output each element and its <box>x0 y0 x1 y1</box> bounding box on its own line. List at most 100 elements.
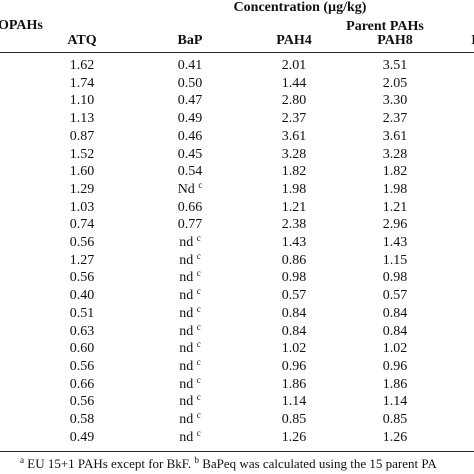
table-cell: 1.52 <box>69 146 95 162</box>
cell-text: nd <box>179 412 194 427</box>
cell-footnote-mark: c <box>196 286 201 297</box>
table-cell: 0.84 <box>382 305 408 321</box>
table-cell: nd c <box>150 304 230 322</box>
footnote-mark: b <box>194 455 199 465</box>
table-cell: 1.27 <box>69 252 95 268</box>
table-cell: 3.28 <box>382 146 408 162</box>
table-cell: 0.56 <box>69 394 95 410</box>
table-cell: 2.96 <box>382 217 408 233</box>
cell-footnote-mark: c <box>196 268 201 279</box>
header-rule <box>0 52 474 53</box>
table-cell: 2.80 <box>281 93 307 109</box>
table-cell: nd c <box>150 411 230 428</box>
column-header: BaP <box>177 33 203 48</box>
cell-footnote-mark: c <box>196 356 201 367</box>
cell-text: nd <box>179 358 194 374</box>
group-left: OPAHs <box>0 18 43 33</box>
table-cell: 0.56 <box>69 270 95 286</box>
table-cell: 1.02 <box>281 341 307 357</box>
cell-text: nd <box>179 305 194 321</box>
table-cell: 0.41 <box>177 58 203 73</box>
table-cell: 0.84 <box>281 305 307 321</box>
table-cell: nd c <box>150 339 230 357</box>
table-cell: 0.98 <box>281 270 307 286</box>
cell-footnote-mark: c <box>196 321 201 332</box>
table-cell: 1.14 <box>382 394 408 410</box>
table-cell: nd c <box>150 268 230 286</box>
table-cell: 2.05 <box>382 75 408 91</box>
table-cell: 0.87 <box>69 128 95 144</box>
table-cell: 0.51 <box>69 305 95 321</box>
table-cell: 1.03 <box>69 199 95 215</box>
table-cell: 1.74 <box>69 75 95 91</box>
group-right: Parent PAHs <box>346 19 424 34</box>
table-cell: 0.54 <box>177 164 203 180</box>
table-cell: Nd c <box>150 179 230 198</box>
table-cell: 1.10 <box>69 93 95 109</box>
cell-text: nd <box>179 341 194 357</box>
table-cell: 0.58 <box>69 412 95 427</box>
cell-footnote-mark: c <box>196 233 201 243</box>
cell-footnote-mark: c <box>198 179 203 190</box>
table-cell: 1.98 <box>281 181 307 197</box>
column-header: B <box>436 33 474 49</box>
table-cell: 0.86 <box>281 252 307 268</box>
table-cell: 1.13 <box>69 111 95 127</box>
table-cell: 1.26 <box>281 429 307 445</box>
cell-footnote-mark: c <box>196 339 201 350</box>
table-cell: nd c <box>150 286 230 304</box>
cell-text: Nd <box>177 181 195 197</box>
cell-text: nd <box>179 429 194 445</box>
footer-rule <box>0 451 474 452</box>
table-cell: 1.60 <box>69 164 95 180</box>
table-cell: 0.74 <box>69 217 95 233</box>
table-cell: 2.37 <box>281 111 307 127</box>
table-cell: 1.62 <box>69 58 95 73</box>
table-cell: 1.86 <box>281 376 307 392</box>
cell-text: nd <box>179 323 194 339</box>
table-cell: 1.82 <box>382 164 408 180</box>
table-cell: 1.82 <box>281 164 307 180</box>
cell-text: nd <box>179 270 194 286</box>
table-cell: 2.01 <box>281 58 307 73</box>
table-cell: 1.29 <box>69 181 95 197</box>
table-cell: nd c <box>150 321 230 340</box>
table-cell: 0.56 <box>69 358 95 374</box>
table-cell: 0.46 <box>177 128 203 144</box>
table-cell: 3.61 <box>281 128 307 144</box>
table-cell: 0.84 <box>281 323 307 339</box>
table-cell: 0.96 <box>382 358 408 374</box>
table-cell: nd c <box>150 356 230 375</box>
table-cell: 2.37 <box>382 111 408 127</box>
table-cell: 0.56 <box>69 235 95 250</box>
table-cell: 3.28 <box>281 146 307 162</box>
table-cell: 0.47 <box>177 93 203 109</box>
footnote-text: EU 15+1 PAHs except for BkF. <box>24 456 195 471</box>
table-cell: 0.40 <box>69 288 95 304</box>
table-cell: nd c <box>150 375 230 393</box>
table-cell: 0.84 <box>382 323 408 339</box>
table-cell: 0.50 <box>177 75 203 91</box>
cell-footnote-mark: c <box>196 250 201 261</box>
footnote: a EU 15+1 PAHs except for BkF. b BaPeq w… <box>20 456 437 472</box>
table-cell: 0.57 <box>281 288 307 304</box>
table-cell: 3.51 <box>382 58 408 73</box>
column-header: PAH4 <box>276 33 312 48</box>
table-cell: 1.21 <box>382 199 408 215</box>
table-cell: 1.21 <box>281 199 307 215</box>
table-cell: 0.60 <box>69 341 95 357</box>
table-cell: 1.26 <box>382 429 408 445</box>
table-cell: 0.66 <box>69 376 95 392</box>
table-cell: 0.77 <box>177 217 203 233</box>
table-cell: 0.57 <box>382 288 408 304</box>
cell-text: nd <box>179 235 194 250</box>
table-cell: 0.49 <box>69 429 95 445</box>
table-cell: 1.02 <box>382 341 408 357</box>
table-title: Concentration (µg/kg) <box>233 0 367 15</box>
table-cell: 3.30 <box>382 93 408 109</box>
table-cell: 0.63 <box>69 323 95 339</box>
table-cell: nd c <box>150 233 230 251</box>
cell-text: nd <box>179 252 194 268</box>
table-cell: 0.85 <box>382 412 408 427</box>
column-header: ATQ <box>67 33 97 48</box>
